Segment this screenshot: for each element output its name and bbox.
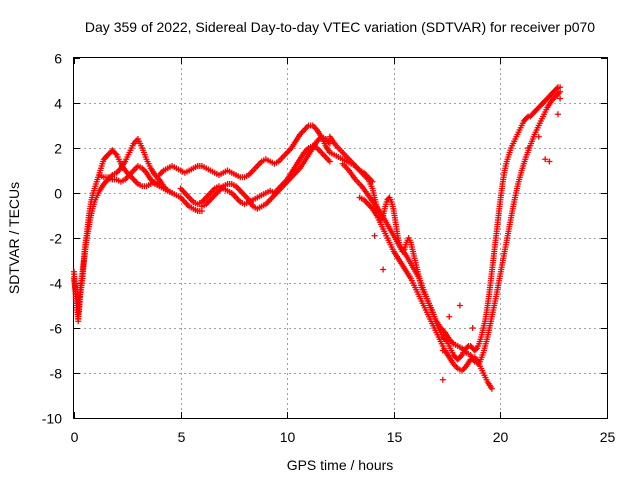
- series-track-c: [96, 163, 205, 214]
- y-axis-label: SDTVAR / TECUs: [6, 182, 22, 294]
- x-axis-label: GPS time / hours: [287, 457, 394, 473]
- chart-title: Day 359 of 2022, Sidereal Day-to-day VTE…: [85, 19, 595, 35]
- series-track-g: [326, 84, 564, 363]
- y-tick-label: -6: [50, 321, 63, 337]
- data-point: [446, 313, 453, 320]
- y-tick-label: 0: [54, 186, 62, 202]
- x-tick-label: 10: [280, 429, 296, 445]
- data-point: [525, 145, 532, 151]
- series-track-f: [198, 133, 333, 212]
- series-track-h: [339, 88, 564, 367]
- data-point: [542, 156, 549, 163]
- x-tick-label: 15: [387, 429, 403, 445]
- data-point: [557, 95, 564, 102]
- grid-lines: [74, 58, 607, 418]
- y-tick-label: 6: [54, 51, 62, 67]
- data-markers: [71, 84, 564, 392]
- data-point: [557, 88, 564, 95]
- data-point: [546, 158, 553, 165]
- y-tick-label: -10: [42, 411, 62, 427]
- data-point: [535, 133, 542, 140]
- data-point: [457, 353, 464, 360]
- data-point: [554, 111, 561, 118]
- y-tick-label: -2: [50, 231, 63, 247]
- data-point: [112, 150, 119, 157]
- plot-frame: [73, 57, 608, 419]
- y-tick-label: -8: [50, 366, 63, 382]
- data-point: [524, 114, 531, 121]
- series-outliers: [371, 95, 564, 383]
- data-point: [553, 85, 560, 92]
- x-tick-label: 0: [71, 429, 79, 445]
- series-track-b: [71, 136, 176, 318]
- data-point: [439, 376, 446, 383]
- y-tick-label: -4: [50, 276, 63, 292]
- data-point: [439, 347, 446, 354]
- x-tick-label: 20: [493, 429, 509, 445]
- x-tick-label: 25: [600, 429, 616, 445]
- y-tick-label: 2: [54, 141, 62, 157]
- data-point: [469, 325, 476, 331]
- data-point: [326, 140, 333, 147]
- data-point: [371, 232, 378, 239]
- axis-ticks: 0 5 10 15 20 25 -10 -8 -6 -4 -2 0 2 4 6: [42, 51, 616, 446]
- y-tick-label: 4: [54, 96, 62, 112]
- data-point: [456, 302, 463, 309]
- data-point: [488, 385, 495, 392]
- x-tick-label: 5: [178, 429, 186, 445]
- data-point: [472, 346, 479, 353]
- data-point: [326, 158, 333, 165]
- series-track-i: [356, 194, 495, 392]
- data-point: [380, 266, 387, 273]
